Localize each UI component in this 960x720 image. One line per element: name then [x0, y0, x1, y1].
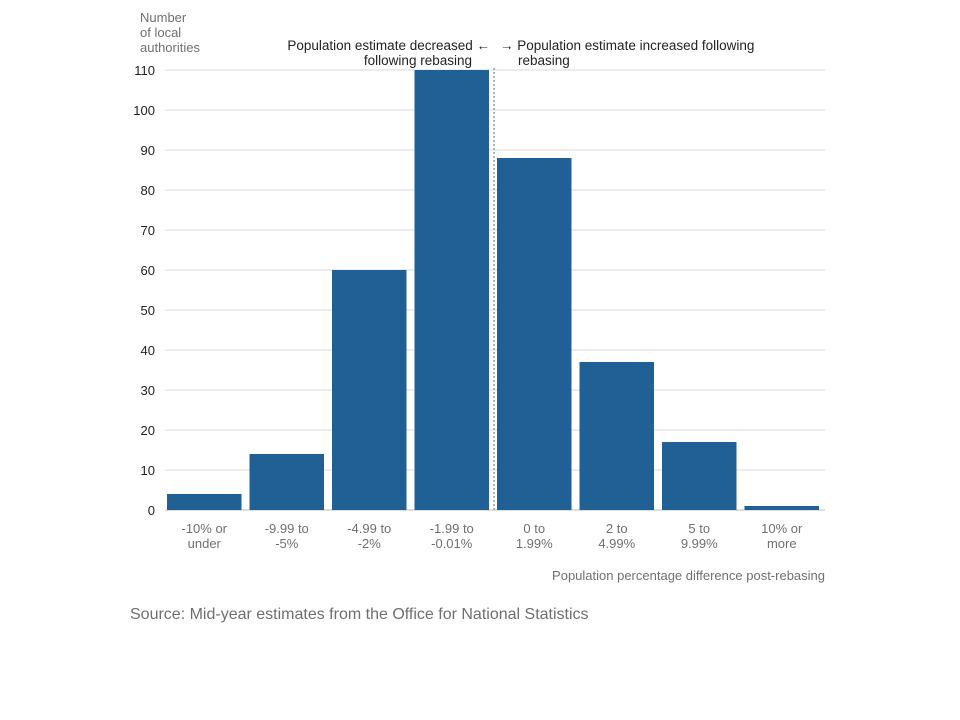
bar-4	[497, 158, 572, 510]
annotation-line: → Population estimate increased followin…	[500, 38, 754, 53]
y-tick-label-70: 70	[141, 223, 155, 238]
y-tick-label-60: 60	[141, 263, 155, 278]
x-tick-label-3: -1.99 to -0.01%	[430, 521, 474, 551]
x-axis-ticks: -10% or under -9.99 to -5% -4.99 to -2% -1.99 …	[181, 521, 803, 551]
y-tick-label-10: 10	[141, 463, 155, 478]
x-tick-label-line: -2%	[358, 536, 382, 551]
y-axis-label-text: Number of local authorities	[140, 10, 200, 55]
annotation-line: following rebasing	[364, 53, 472, 68]
x-tick-label-line: 10% or	[761, 521, 803, 536]
y-axis-label: Number of local authorities	[140, 10, 200, 55]
y-axis-ticks: 0 10 20 30 40 50 60 70 80 90 100 110	[133, 63, 155, 518]
bar-6	[662, 442, 737, 510]
x-tick-label-line: 0 to	[523, 521, 545, 536]
y-tick-label-40: 40	[141, 343, 155, 358]
x-tick-label-1: -9.99 to -5%	[265, 521, 309, 551]
y-tick-label-0: 0	[148, 503, 155, 518]
x-tick-label-line: -1.99 to	[430, 521, 474, 536]
y-tick-label-100: 100	[133, 103, 155, 118]
y-tick-label-90: 90	[141, 143, 155, 158]
x-tick-label-line: -0.01%	[431, 536, 473, 551]
x-axis-label: Population percentage difference post-re…	[552, 568, 825, 583]
y-axis-label-line: Number	[140, 10, 187, 25]
x-tick-label-line: -4.99 to	[347, 521, 391, 536]
y-tick-label-80: 80	[141, 183, 155, 198]
bar-1	[249, 454, 324, 510]
x-tick-label-line: 4.99%	[598, 536, 635, 551]
x-tick-label-line: 5 to	[688, 521, 710, 536]
x-tick-label-4: 0 to 1.99%	[516, 521, 553, 551]
x-tick-label-5: 2 to 4.99%	[598, 521, 635, 551]
source-note: Source: Mid-year estimates from the Offi…	[130, 606, 589, 623]
bar-7	[744, 506, 819, 510]
x-tick-label-line: 2 to	[606, 521, 628, 536]
y-tick-label-20: 20	[141, 423, 155, 438]
bar-5	[579, 362, 654, 510]
x-tick-label-line: -10% or	[181, 521, 227, 536]
x-tick-label-7: 10% or more	[761, 521, 803, 551]
bar-3	[414, 70, 489, 510]
x-tick-label-2: -4.99 to -2%	[347, 521, 391, 551]
y-tick-label-30: 30	[141, 383, 155, 398]
bar-2	[332, 270, 407, 510]
annotation-decreased-text: Population estimate decreased ← following…	[287, 38, 490, 68]
annotation-line: rebasing	[518, 53, 570, 68]
bar-0	[167, 494, 242, 510]
x-tick-label-6: 5 to 9.99%	[681, 521, 718, 551]
annotation-increased-text: → Population estimate increased followin…	[500, 38, 754, 68]
x-tick-label-line: 1.99%	[516, 536, 553, 551]
x-tick-label-0: -10% or under	[181, 521, 227, 551]
x-tick-label-line: -5%	[275, 536, 299, 551]
annotation-decreased: Population estimate decreased ← following…	[287, 38, 490, 68]
x-tick-label-line: more	[767, 536, 797, 551]
y-tick-label-50: 50	[141, 303, 155, 318]
y-axis-label-line: of local	[140, 25, 181, 40]
annotation-line: Population estimate decreased ←	[287, 38, 490, 53]
x-tick-label-line: -9.99 to	[265, 521, 309, 536]
y-axis-label-line: authorities	[140, 40, 200, 55]
y-tick-label-110: 110	[134, 63, 155, 78]
x-tick-label-line: under	[188, 536, 222, 551]
annotation-increased: → Population estimate increased followin…	[500, 38, 754, 68]
bars	[167, 70, 819, 510]
x-tick-label-line: 9.99%	[681, 536, 718, 551]
